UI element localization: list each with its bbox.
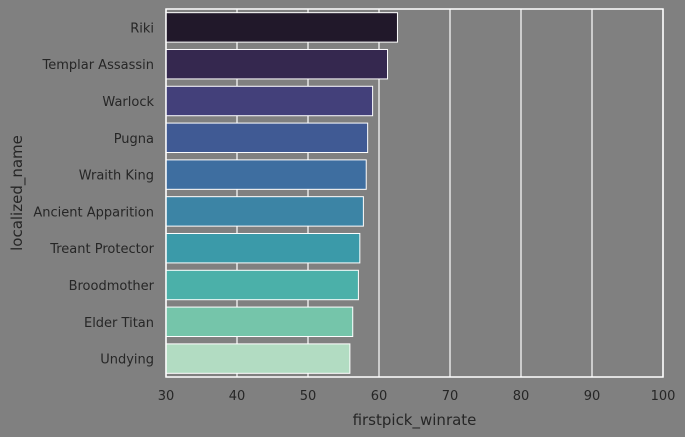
y-tick-label: Wraith King xyxy=(79,169,154,184)
bar-treant-protector xyxy=(165,232,361,264)
x-tick-label-80: 80 xyxy=(513,389,530,404)
bar-warlock xyxy=(165,85,374,117)
x-tick-label-100: 100 xyxy=(651,389,676,404)
x-tick-labels: 30 40 50 60 70 80 90 100 xyxy=(158,389,676,404)
y-tick-label: Templar Assassin xyxy=(41,58,154,73)
bar-ancient-apparition xyxy=(165,196,364,227)
y-tick-label: Pugna xyxy=(114,132,154,147)
bars xyxy=(165,12,398,374)
y-tick-label: Undying xyxy=(100,353,154,368)
bar-elder-titan xyxy=(165,306,354,338)
bar-riki xyxy=(165,12,398,43)
y-tick-label: Warlock xyxy=(102,95,154,110)
y-tick-label: Riki xyxy=(130,21,154,36)
bar-pugna xyxy=(165,122,369,154)
bar-templar-assassin xyxy=(165,48,389,80)
y-tick-label: Treant Protector xyxy=(49,242,154,257)
x-tick-label-30: 30 xyxy=(158,389,175,404)
x-tick-label-60: 60 xyxy=(371,389,388,404)
bar-undying xyxy=(165,343,351,374)
x-tick-label-50: 50 xyxy=(300,389,317,404)
y-tick-label: Elder Titan xyxy=(84,316,154,331)
y-tick-labels: Riki Templar Assassin Warlock Pugna Wraith K… xyxy=(33,21,154,367)
bar-broodmother xyxy=(165,269,359,301)
x-tick-label-90: 90 xyxy=(584,389,601,404)
y-axis-title: localized_name xyxy=(8,135,27,251)
plot-frame xyxy=(165,8,664,378)
y-tick-label: Ancient Apparition xyxy=(33,205,154,220)
x-tick-label-70: 70 xyxy=(442,389,459,404)
x-tick-label-40: 40 xyxy=(229,389,246,404)
y-tick-label: Broodmother xyxy=(69,279,155,294)
x-axis-title: firstpick_winrate xyxy=(353,411,477,430)
bar-wraith-king xyxy=(165,159,367,190)
